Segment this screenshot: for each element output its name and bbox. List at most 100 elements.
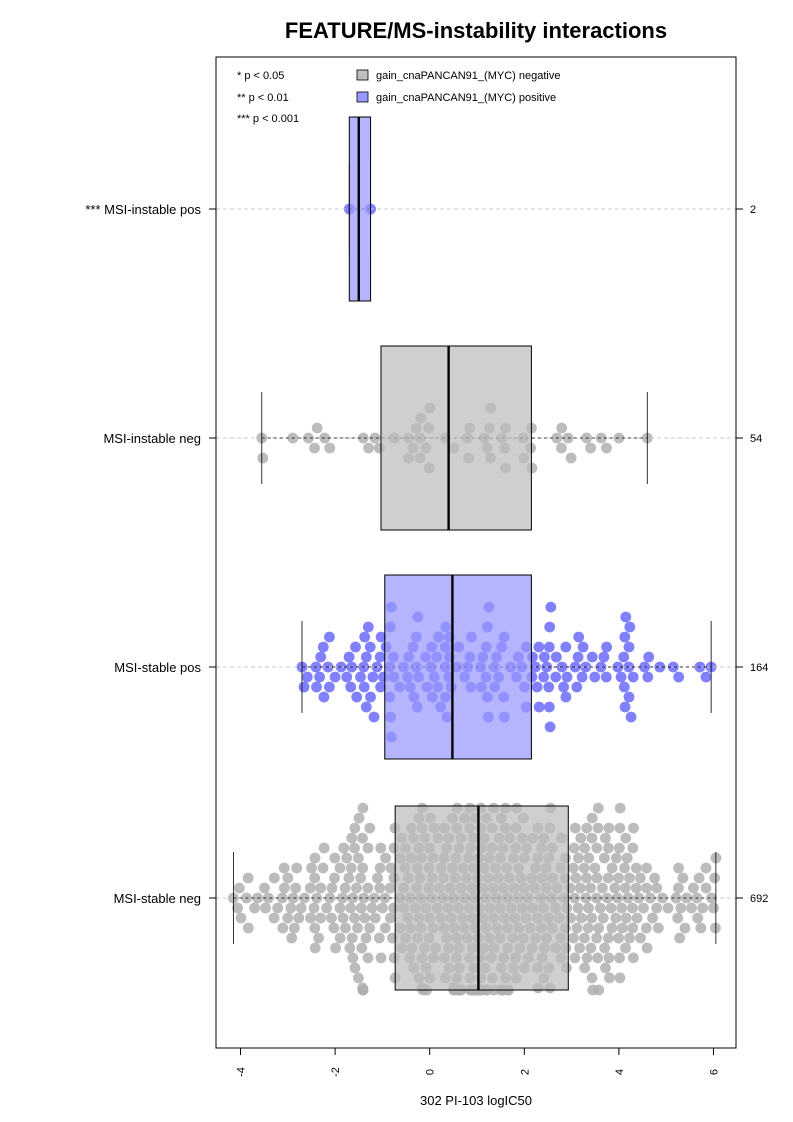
data-point — [565, 452, 577, 464]
data-point — [356, 942, 368, 954]
data-point — [309, 872, 321, 884]
data-point — [318, 691, 330, 703]
data-point — [577, 641, 589, 653]
data-point — [341, 852, 353, 864]
data-point — [581, 822, 593, 834]
data-point — [360, 651, 372, 663]
data-point — [369, 912, 381, 924]
data-point — [364, 922, 375, 934]
data-point — [324, 442, 336, 454]
data-point — [620, 942, 631, 954]
data-point — [600, 962, 611, 974]
data-point — [324, 681, 335, 693]
data-point — [573, 631, 585, 643]
data-point — [572, 651, 584, 663]
data-point — [679, 922, 691, 934]
data-point — [309, 852, 321, 864]
data-point — [384, 912, 396, 924]
data-point — [339, 882, 351, 894]
data-point — [329, 852, 341, 864]
data-point — [675, 902, 687, 914]
data-point — [647, 912, 658, 924]
data-point — [232, 902, 244, 914]
legend-entry-negative: gain_cnaPANCAN91_(MYC) negative — [376, 70, 560, 82]
data-point — [619, 631, 631, 643]
data-point — [364, 641, 376, 653]
data-point — [351, 691, 363, 703]
data-point — [344, 942, 356, 954]
data-point — [576, 671, 588, 683]
data-point — [377, 902, 388, 914]
group-labels: *** MSI-instable pos 2 MSI-instable neg 54 M… — [85, 202, 768, 906]
data-point — [651, 882, 663, 894]
data-point — [635, 932, 646, 944]
data-point — [538, 671, 550, 683]
data-point — [375, 681, 386, 693]
data-point — [279, 882, 290, 894]
data-point — [277, 922, 289, 934]
data-point — [561, 671, 573, 683]
data-point — [581, 952, 593, 964]
data-point — [598, 651, 610, 663]
data-point — [349, 912, 360, 924]
legend-swatch-positive — [356, 91, 369, 103]
data-point — [358, 681, 370, 693]
data-point — [619, 882, 631, 894]
data-point — [695, 922, 707, 934]
data-point — [601, 442, 612, 454]
group-count: 2 — [750, 204, 756, 216]
data-point — [579, 932, 590, 944]
data-point — [329, 872, 340, 884]
data-point — [628, 822, 639, 834]
data-point — [357, 862, 369, 874]
data-point — [372, 872, 383, 884]
data-point — [641, 882, 652, 894]
data-point — [619, 862, 630, 874]
data-point — [609, 882, 621, 894]
data-point — [350, 641, 361, 653]
data-point — [311, 681, 322, 693]
data-point — [579, 962, 591, 974]
group-count: 54 — [750, 433, 762, 445]
data-point — [282, 872, 294, 884]
data-point — [345, 862, 357, 874]
data-point — [338, 842, 350, 854]
data-point — [708, 902, 719, 914]
data-point — [610, 912, 622, 924]
data-point — [353, 972, 364, 984]
data-point — [630, 882, 642, 894]
data-point — [259, 882, 270, 894]
data-point — [346, 832, 358, 844]
data-point — [576, 912, 587, 924]
data-point — [673, 862, 684, 874]
data-point — [359, 912, 371, 924]
data-point — [346, 932, 358, 944]
data-point — [593, 922, 605, 934]
data-point — [620, 912, 632, 924]
data-point — [369, 432, 381, 444]
data-point — [631, 912, 643, 924]
data-point — [544, 621, 556, 633]
data-point — [309, 442, 320, 454]
chart-title: FEATURE/MS-instability interactions — [285, 18, 667, 43]
data-point — [688, 882, 699, 894]
data-point — [579, 842, 591, 854]
data-point — [617, 922, 628, 934]
data-point — [291, 862, 303, 874]
data-point — [366, 902, 378, 914]
data-point — [700, 882, 712, 894]
data-point — [624, 621, 636, 633]
data-point — [374, 882, 386, 894]
data-point — [363, 442, 374, 454]
data-point — [599, 942, 611, 954]
data-point — [384, 882, 396, 894]
data-point — [337, 912, 349, 924]
data-point — [582, 922, 594, 934]
data-point — [638, 902, 649, 914]
data-point — [569, 952, 581, 964]
data-point — [355, 902, 367, 914]
data-point — [317, 641, 329, 653]
data-point — [692, 912, 704, 924]
data-point — [375, 842, 387, 854]
data-point — [355, 872, 366, 884]
